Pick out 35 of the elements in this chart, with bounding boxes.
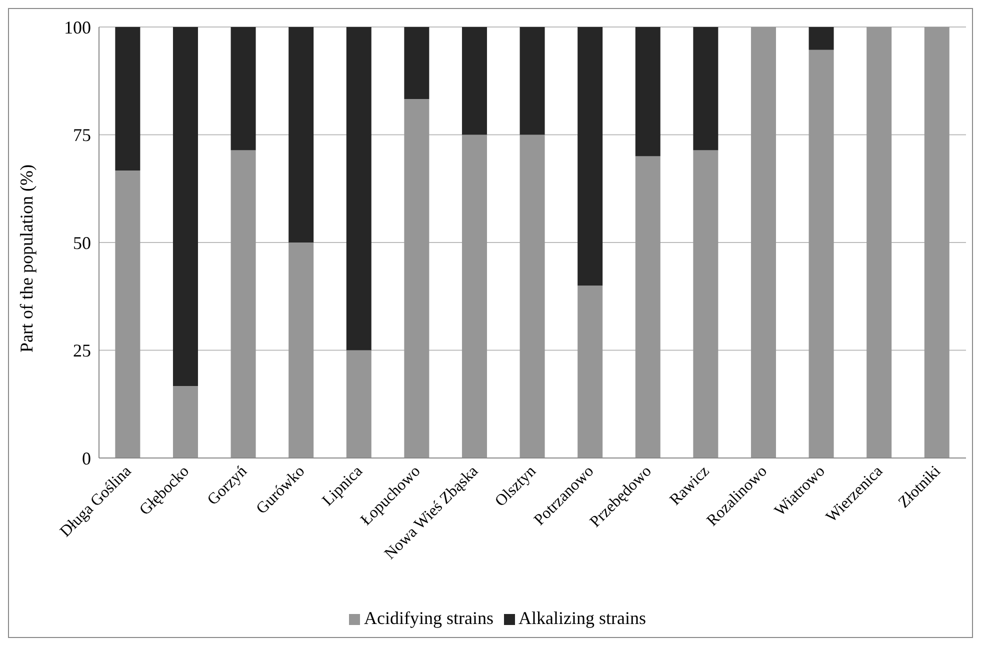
y-tick-label: 75 (73, 125, 91, 146)
bar (172, 386, 198, 458)
bar (635, 27, 660, 156)
y-axis-title: Part of the population (%) (16, 164, 36, 352)
bar (404, 27, 430, 99)
bar (230, 150, 256, 458)
bar (346, 27, 372, 350)
bar (115, 170, 140, 458)
bar (924, 27, 950, 458)
bar (172, 27, 198, 386)
bar (462, 134, 487, 458)
bar (635, 156, 660, 458)
bar (346, 350, 372, 458)
y-tick-label: 25 (73, 340, 91, 361)
bar (520, 134, 545, 458)
bar (115, 27, 140, 171)
bar (230, 27, 256, 150)
bar (750, 27, 776, 458)
bar (578, 27, 603, 286)
y-tick-label: 100 (64, 17, 91, 38)
bar (288, 27, 314, 242)
legend-label: Acidifying strains (364, 608, 494, 628)
bar (404, 98, 430, 458)
bar (578, 286, 603, 458)
y-tick-label: 0 (82, 448, 91, 468)
y-tick-label: 50 (73, 232, 91, 253)
bar (462, 27, 487, 135)
bar (520, 27, 545, 135)
bar (288, 242, 314, 458)
bar (866, 27, 892, 458)
bar (693, 27, 718, 150)
bar (808, 50, 834, 458)
bar (808, 27, 834, 50)
legend-label: Alkalizing strains (518, 608, 646, 628)
bar (693, 150, 718, 458)
